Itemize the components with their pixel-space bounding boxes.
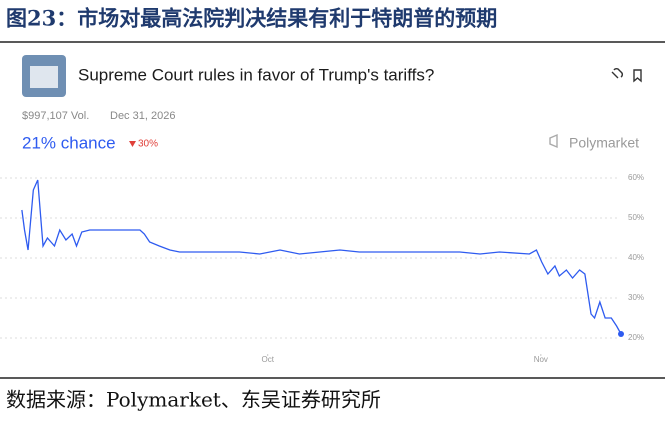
- y-tick-label: 60%: [628, 173, 644, 182]
- market-question: Supreme Court rules in favor of Trump's …: [78, 65, 434, 84]
- y-tick-label: 40%: [628, 253, 644, 262]
- link-icon[interactable]: [611, 68, 623, 79]
- source: 数据来源：Polymarket、东吴证券研究所: [6, 388, 381, 412]
- y-tick-label: 20%: [628, 333, 644, 342]
- y-tick-label: 30%: [628, 293, 644, 302]
- x-tick-label: Oct: [261, 355, 274, 364]
- volume: $997,107 Vol.: [22, 110, 89, 122]
- y-tick-label: 50%: [628, 213, 644, 222]
- actions[interactable]: [611, 68, 642, 83]
- logo-text: Polymarket: [569, 135, 639, 151]
- logo-mark: [549, 133, 558, 149]
- figure-caption: 图23：市场对最高法院判决结果有利于特朗普的预期: [6, 6, 497, 31]
- end-date: Dec 31, 2026: [110, 110, 175, 122]
- end-point: [618, 331, 624, 337]
- plot: 60% 50% 40% 30% 20% Oct Nov: [0, 173, 644, 364]
- line: [21, 179, 622, 335]
- bookmark-icon[interactable]: [633, 69, 642, 83]
- x-tick-label: Nov: [534, 355, 548, 364]
- change: 30%: [138, 139, 158, 150]
- down-arrow: [129, 141, 136, 147]
- market-icon-building: [30, 66, 58, 88]
- chance: 21% chance: [22, 133, 116, 152]
